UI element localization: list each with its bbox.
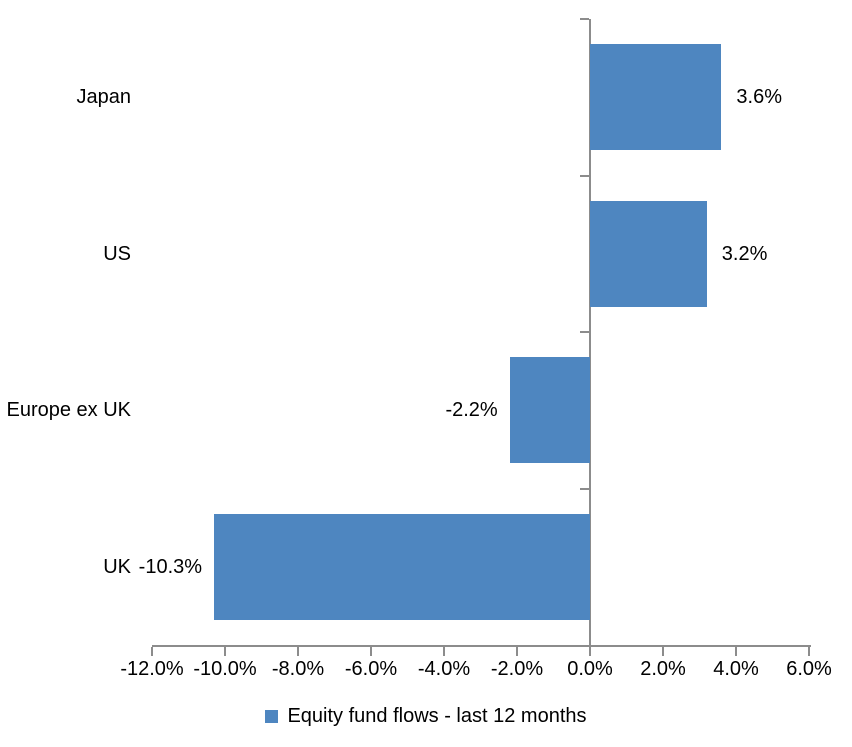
y-tick-mark (580, 487, 589, 490)
bar-japan (590, 44, 722, 151)
bar-us (590, 200, 707, 307)
x-axis-tick-label: 4.0% (713, 658, 759, 680)
category-label-europe-ex-uk: Europe ex UK (6, 399, 131, 422)
x-tick-mark (516, 647, 518, 656)
bar-europe-ex-uk (509, 357, 590, 464)
value-label-europe-ex-uk: -2.2% (445, 399, 498, 422)
value-label-us: 3.2% (721, 242, 768, 265)
x-axis-line (152, 645, 811, 647)
legend-swatch-icon (265, 709, 279, 723)
bar-uk (214, 513, 590, 620)
x-axis-tick-label: -8.0% (271, 658, 325, 680)
x-axis-tick-label: -12.0% (120, 658, 184, 680)
x-tick-mark (589, 647, 591, 656)
legend-series-label: Equity fund flows - last 12 months (287, 705, 587, 727)
x-axis-tick-label: 2.0% (640, 658, 686, 680)
x-axis-tick-label: -10.0% (193, 658, 257, 680)
value-label-japan: 3.6% (736, 86, 782, 109)
category-label-us: US (103, 242, 131, 265)
category-label-japan: Japan (76, 86, 132, 109)
y-tick-mark (580, 174, 589, 177)
y-tick-mark (580, 331, 589, 333)
category-label-uk: UK (103, 555, 131, 578)
x-tick-mark (662, 647, 664, 656)
x-tick-mark (151, 647, 153, 656)
y-tick-mark (580, 18, 589, 20)
x-axis-tick-label: -6.0% (344, 658, 398, 680)
x-tick-mark (443, 647, 445, 656)
x-axis-tick-label: -4.0% (417, 658, 471, 680)
x-axis-tick-label: 6.0% (786, 658, 832, 680)
x-axis-tick-label: -2.0% (490, 658, 544, 680)
y-axis-zero-line (589, 19, 591, 645)
value-label-uk: -10.3% (138, 555, 203, 578)
x-tick-mark (297, 647, 299, 656)
x-tick-mark (735, 647, 737, 656)
x-axis-tick-label: 0.0% (567, 658, 613, 680)
x-tick-mark (224, 647, 226, 656)
x-tick-mark (808, 647, 810, 656)
x-tick-mark (370, 647, 372, 656)
chart-legend: Equity fund flows - last 12 months (0, 704, 852, 728)
